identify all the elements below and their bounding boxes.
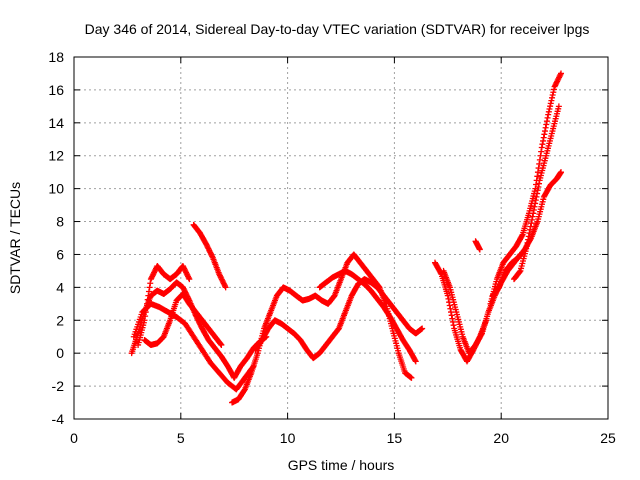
- series-arc-14: [511, 103, 562, 283]
- series-arc-8: [316, 267, 419, 365]
- y-tick-label: 4: [56, 279, 64, 295]
- data-point: [476, 246, 483, 253]
- y-axis-label: SDTVAR / TECUs: [7, 182, 23, 294]
- series-arc-4: [141, 290, 225, 348]
- y-axis-ticks: -4 -2 0 2 4 6 8 10 12 14 16 18: [48, 49, 608, 427]
- y-tick-label: 14: [48, 115, 64, 131]
- y-tick-label: 18: [48, 49, 64, 65]
- y-tick-label: 6: [56, 246, 64, 262]
- data-point: [408, 374, 415, 381]
- y-tick-label: 12: [48, 148, 64, 164]
- y-tick-label: 8: [56, 214, 64, 230]
- y-tick-label: 10: [48, 181, 64, 197]
- data-point: [419, 325, 426, 332]
- data-point: [558, 169, 565, 176]
- x-axis-label: GPS time / hours: [288, 457, 395, 473]
- data-point: [186, 276, 193, 283]
- data-point: [218, 341, 225, 348]
- data-point: [555, 103, 562, 110]
- y-tick-label: 0: [56, 345, 64, 361]
- y-tick-label: 16: [48, 82, 64, 98]
- x-axis-ticks: 0 5 10 15 20 25: [70, 57, 616, 446]
- x-tick-label: 15: [387, 430, 403, 446]
- plot-frame: [73, 56, 609, 420]
- series-arc-3: [135, 262, 193, 348]
- x-tick-label: 20: [493, 430, 509, 446]
- data-point: [222, 284, 229, 291]
- series-arc-11: [472, 238, 483, 253]
- data-point: [558, 70, 565, 77]
- x-tick-label: 10: [280, 430, 296, 446]
- chart-title: Day 346 of 2014, Sidereal Day-to-day VTE…: [85, 21, 590, 37]
- data-point: [412, 358, 419, 365]
- y-tick-label: 2: [56, 312, 64, 328]
- series-arc-5: [190, 221, 229, 291]
- x-tick-label: 0: [70, 430, 78, 446]
- y-tick-label: -4: [52, 411, 65, 427]
- y-tick-label: -2: [52, 378, 65, 394]
- x-tick-label: 5: [177, 430, 185, 446]
- series-arc-7: [252, 276, 426, 362]
- x-tick-label: 25: [600, 430, 616, 446]
- data-points: [128, 70, 565, 406]
